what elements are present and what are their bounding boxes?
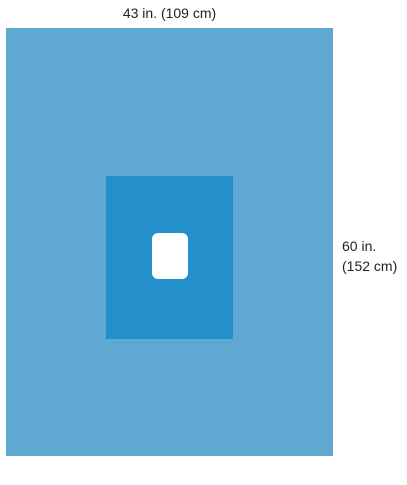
height-label-inches: 60 in.: [342, 238, 377, 254]
height-dimension-label: 60 in. (152 cm): [342, 236, 397, 276]
reinforcement-zone: [106, 176, 233, 339]
width-dimension-label: 43 in. (109 cm): [122, 5, 217, 21]
fenestration-opening: [152, 233, 188, 279]
height-label-centimeters: (152 cm): [342, 258, 398, 274]
drape-sheet: [6, 28, 333, 456]
